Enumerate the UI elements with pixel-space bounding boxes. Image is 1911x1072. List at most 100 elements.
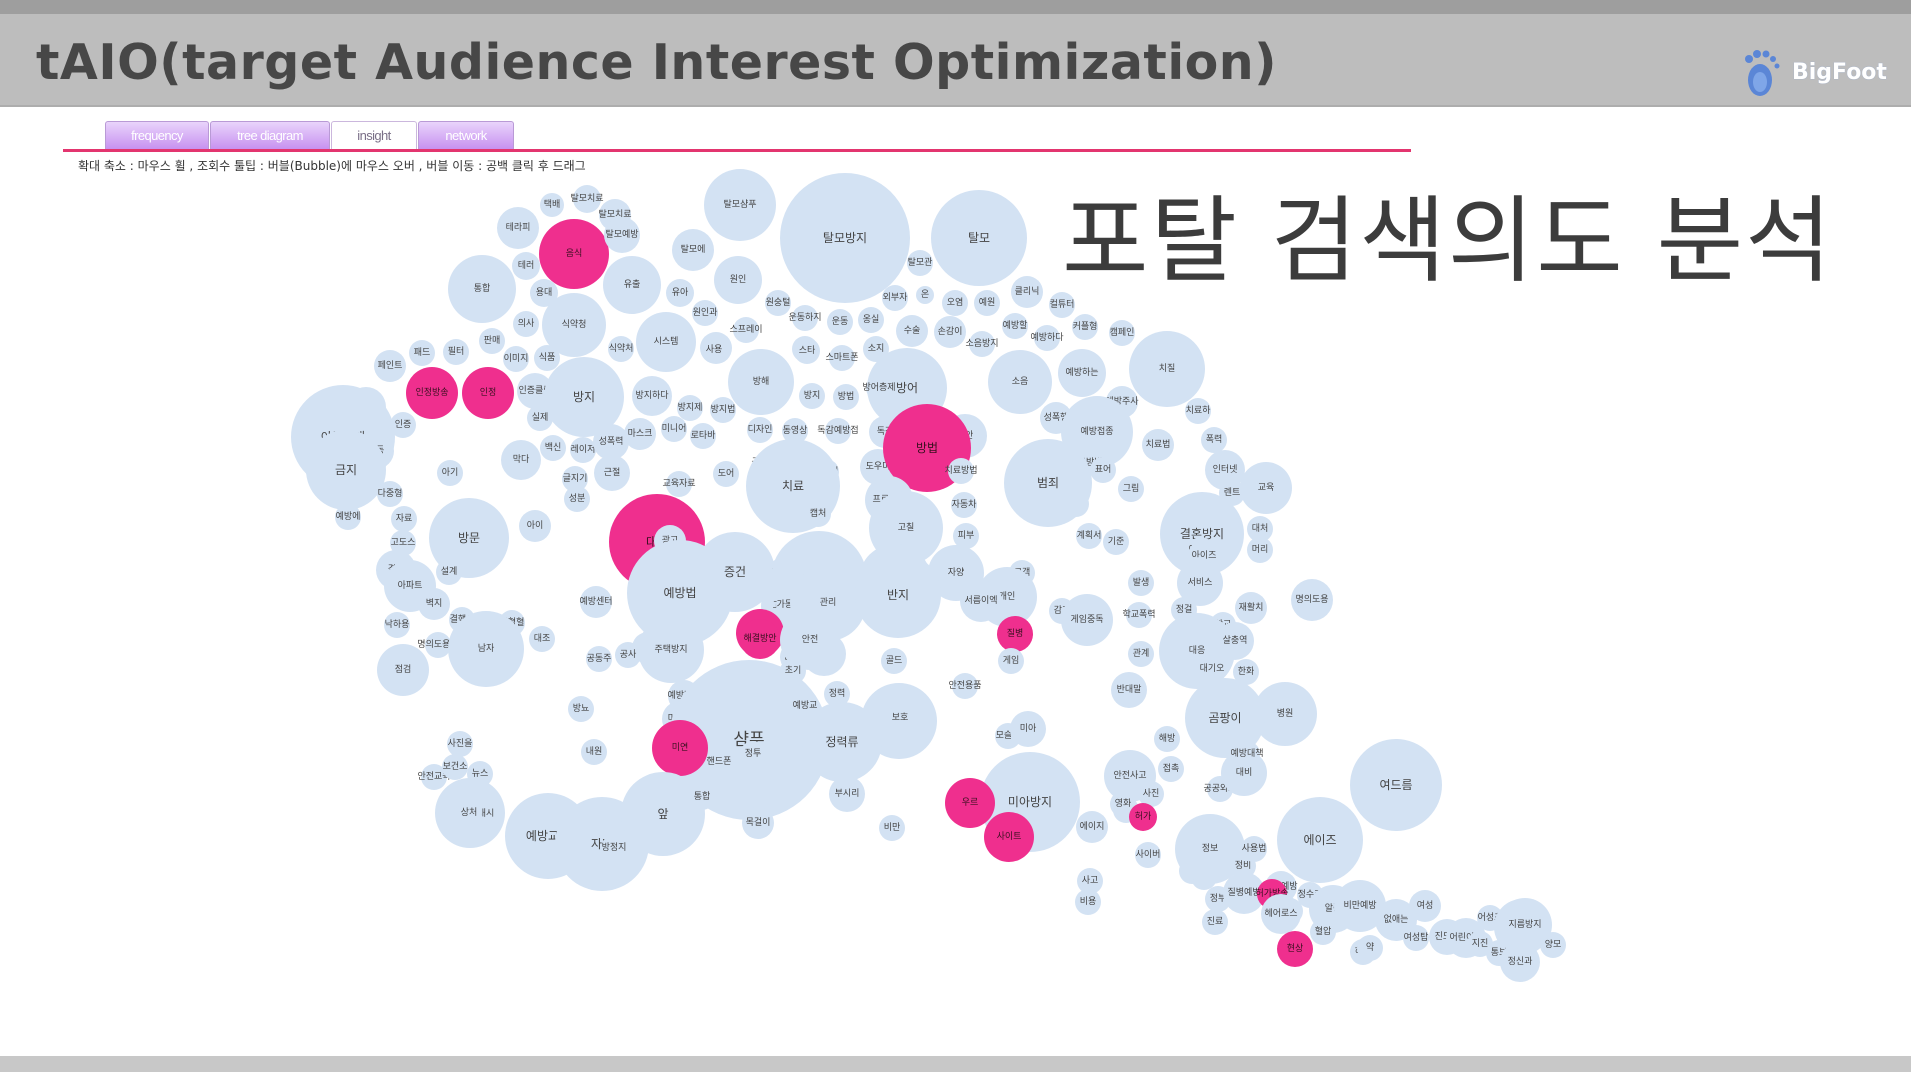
bubble[interactable]: 테라피 [497, 207, 539, 249]
bubble-circle[interactable] [443, 339, 469, 365]
bubble[interactable]: 탈모방지 [780, 173, 910, 303]
bubble-circle[interactable] [805, 501, 831, 527]
bubble[interactable]: 탈모샴푸 [704, 169, 776, 241]
bubble-circle[interactable] [1090, 457, 1116, 483]
bubble-circle[interactable] [580, 586, 612, 618]
bubble[interactable]: 음식 [539, 219, 609, 289]
bubble[interactable]: 살충역 [1216, 622, 1254, 660]
bubble[interactable]: 서름이엑 [960, 580, 1002, 622]
bubble-circle[interactable] [1135, 842, 1161, 868]
bubble-circle[interactable] [833, 384, 859, 410]
bubble-circle[interactable] [1409, 890, 1441, 922]
bubble[interactable]: 여성 [1409, 890, 1441, 922]
bubble[interactable]: 시스템 [636, 312, 696, 372]
bubble[interactable]: 탈모 [931, 190, 1027, 286]
bubble-circle[interactable] [948, 458, 974, 484]
bubble-circle[interactable] [1126, 602, 1152, 628]
bubble-circle[interactable] [951, 492, 977, 518]
bubble-circle[interactable] [988, 350, 1052, 414]
bubble[interactable]: 아이 [519, 510, 551, 542]
bubble[interactable]: 치료법 [1142, 429, 1174, 461]
bubble-circle[interactable] [953, 523, 979, 549]
bubble[interactable]: 안전용품 [948, 673, 982, 699]
bubble-circle[interactable] [666, 279, 694, 307]
bubble-circle[interactable] [1202, 909, 1228, 935]
tab-tree-diagram[interactable]: tree diagram [210, 121, 330, 150]
bubble[interactable]: 인증 [390, 412, 416, 438]
bubble[interactable]: 방지제 [677, 395, 703, 421]
bubble[interactable]: 계획서 [1076, 523, 1102, 549]
bubble-circle[interactable] [689, 784, 715, 810]
bubble[interactable]: 자동차 [951, 492, 977, 518]
bubble[interactable]: 미니어 [661, 416, 687, 442]
bubble-circle[interactable] [1357, 935, 1383, 961]
bubble-circle[interactable] [690, 423, 716, 449]
bubble-circle[interactable] [782, 418, 808, 444]
bubble[interactable]: 치료하 [1185, 398, 1211, 424]
bubble[interactable]: 다중형 [377, 481, 403, 507]
bubble-circle[interactable] [1175, 814, 1245, 884]
bubble[interactable]: 고도스 [390, 530, 416, 556]
bubble-circle[interactable] [728, 349, 794, 415]
bubble-circle[interactable] [456, 800, 482, 826]
bubble-circle[interactable] [448, 611, 524, 687]
bubble[interactable]: 운동하지 [788, 305, 822, 331]
bubble[interactable]: 방지하다 [632, 376, 672, 416]
bubble-circle[interactable] [1199, 656, 1225, 682]
bubble-circle[interactable] [1128, 570, 1154, 596]
bubble-circle[interactable] [593, 424, 629, 460]
bubble[interactable]: 해결방안 [740, 619, 780, 659]
bubble[interactable]: 예방대책 [1230, 741, 1264, 767]
bubble[interactable]: 원인과 [692, 300, 718, 326]
bubble[interactable]: 재활치 [1235, 592, 1267, 624]
bubble-circle[interactable] [437, 460, 463, 486]
bubble-circle[interactable] [863, 336, 889, 362]
bubble-circle[interactable] [562, 466, 588, 492]
bubble-circle[interactable] [377, 481, 403, 507]
bubble-circle[interactable] [881, 648, 907, 674]
bubble[interactable]: 예방하다 [1030, 325, 1064, 351]
bubble-circle[interactable] [1160, 492, 1244, 576]
bubble-circle[interactable] [391, 506, 417, 532]
bubble[interactable]: 보호 [887, 705, 913, 731]
bubble-circle[interactable] [1109, 320, 1135, 346]
bubble-circle[interactable] [429, 498, 509, 578]
bubble-circle[interactable] [742, 807, 774, 839]
bubble-circle[interactable] [802, 702, 882, 782]
bubble[interactable]: 손감이 [934, 316, 966, 348]
bubble[interactable]: 외부자 [882, 285, 908, 311]
bubble[interactable]: 골드 [881, 648, 907, 674]
bubble-circle[interactable] [1498, 898, 1552, 952]
bubble-circle[interactable] [1277, 797, 1363, 883]
bubble[interactable]: 정신과 [1500, 942, 1540, 982]
bubble-circle[interactable] [425, 632, 451, 658]
bubble-circle[interactable] [586, 646, 612, 672]
bubble[interactable]: 커플형 [1072, 314, 1098, 340]
bubble[interactable]: 페인트 [374, 350, 406, 382]
bubble[interactable]: 표어 [1090, 457, 1116, 483]
bubble-highlight-circle[interactable] [984, 812, 1034, 862]
bubble[interactable]: 운동 [827, 309, 853, 335]
bubble-circle[interactable] [306, 430, 386, 510]
bubble-highlight-circle[interactable] [652, 720, 708, 776]
bubble[interactable]: 정투 [740, 741, 766, 767]
bubble[interactable]: 곰팡이 [1185, 678, 1265, 758]
bubble-circle[interactable] [570, 437, 596, 463]
bubble[interactable]: 수술 [896, 315, 928, 347]
bubble[interactable]: 예원 [974, 290, 1000, 316]
bubble[interactable]: 안전교육 [417, 764, 451, 790]
bubble-circle[interactable] [692, 300, 718, 326]
bubble[interactable]: 결혼방지 [1160, 492, 1244, 576]
bubble[interactable]: 점검 [377, 644, 429, 696]
bubble-circle[interactable] [1111, 672, 1147, 708]
bubble[interactable]: 용대 [530, 279, 558, 307]
bubble[interactable]: 증건 [695, 532, 775, 612]
bubble-circle[interactable] [534, 345, 560, 371]
bubble[interactable]: 예방교 [792, 693, 818, 719]
bubble-circle[interactable] [1154, 726, 1180, 752]
bubble-circle[interactable] [942, 290, 968, 316]
bubble[interactable]: 그림 [1118, 476, 1144, 502]
bubble-circle[interactable] [1118, 476, 1144, 502]
bubble[interactable]: 소음방지 [965, 331, 999, 357]
bubble[interactable]: 통합 [689, 784, 715, 810]
